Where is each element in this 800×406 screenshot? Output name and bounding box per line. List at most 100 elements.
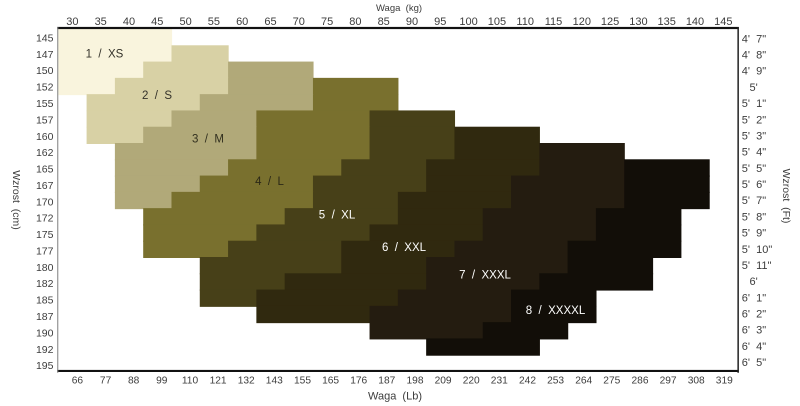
svg-text:Wzrost (cm): Wzrost (cm) <box>10 170 22 230</box>
svg-text:145: 145 <box>714 16 732 28</box>
svg-text:125: 125 <box>601 16 619 28</box>
svg-text:172: 172 <box>36 213 54 225</box>
svg-text:5' 9": 5' 9" <box>742 228 766 240</box>
svg-text:231: 231 <box>491 376 508 387</box>
svg-text:100: 100 <box>459 16 477 28</box>
svg-text:5' 2": 5' 2" <box>742 114 766 126</box>
svg-text:99: 99 <box>156 376 168 387</box>
svg-text:45: 45 <box>151 16 163 28</box>
svg-text:7 / XXXL: 7 / XXXL <box>459 270 511 282</box>
svg-text:115: 115 <box>545 16 563 28</box>
svg-text:162: 162 <box>36 147 54 159</box>
svg-text:1 / XS: 1 / XS <box>86 49 124 61</box>
svg-text:75: 75 <box>321 16 333 28</box>
svg-text:5': 5' <box>750 82 758 94</box>
svg-text:170: 170 <box>36 196 54 208</box>
svg-text:165: 165 <box>322 376 339 387</box>
svg-text:85: 85 <box>378 16 390 28</box>
svg-text:40: 40 <box>123 16 135 28</box>
svg-text:5' 8": 5' 8" <box>742 211 766 223</box>
svg-text:6' 2": 6' 2" <box>742 309 766 321</box>
svg-text:319: 319 <box>716 376 733 387</box>
svg-text:175: 175 <box>36 229 54 241</box>
svg-text:80: 80 <box>349 16 361 28</box>
svg-text:177: 177 <box>36 246 54 258</box>
svg-text:110: 110 <box>516 16 534 28</box>
svg-text:185: 185 <box>36 295 54 307</box>
svg-text:152: 152 <box>36 82 54 94</box>
svg-text:6 / XXL: 6 / XXL <box>382 242 427 254</box>
svg-text:182: 182 <box>36 278 54 290</box>
svg-text:209: 209 <box>435 376 452 387</box>
svg-text:160: 160 <box>36 131 54 143</box>
svg-text:192: 192 <box>36 344 54 356</box>
svg-text:50: 50 <box>179 16 191 28</box>
svg-text:66: 66 <box>72 376 84 387</box>
svg-text:180: 180 <box>36 262 54 274</box>
svg-text:70: 70 <box>293 16 305 28</box>
svg-text:Waga (kg): Waga (kg) <box>376 3 422 14</box>
svg-text:2 / S: 2 / S <box>142 90 172 102</box>
svg-text:143: 143 <box>266 376 283 387</box>
svg-text:165: 165 <box>36 164 54 176</box>
svg-text:155: 155 <box>36 98 54 110</box>
svg-text:132: 132 <box>238 376 255 387</box>
svg-text:95: 95 <box>434 16 446 28</box>
svg-text:77: 77 <box>100 376 112 387</box>
svg-text:275: 275 <box>603 376 620 387</box>
svg-text:35: 35 <box>95 16 107 28</box>
svg-text:Waga (Lb): Waga (Lb) <box>368 391 422 403</box>
svg-text:198: 198 <box>407 376 424 387</box>
svg-text:297: 297 <box>660 376 677 387</box>
svg-text:65: 65 <box>264 16 276 28</box>
svg-text:121: 121 <box>210 376 227 387</box>
svg-text:6' 1": 6' 1" <box>742 292 766 304</box>
svg-text:6' 3": 6' 3" <box>742 325 766 337</box>
svg-text:60: 60 <box>236 16 248 28</box>
svg-text:253: 253 <box>547 376 564 387</box>
svg-text:145: 145 <box>36 32 54 44</box>
svg-text:5' 11": 5' 11" <box>742 260 772 272</box>
svg-text:130: 130 <box>629 16 647 28</box>
svg-text:6' 5": 6' 5" <box>742 357 766 369</box>
svg-text:88: 88 <box>128 376 140 387</box>
svg-text:5' 7": 5' 7" <box>742 195 766 207</box>
svg-text:147: 147 <box>36 49 54 61</box>
svg-text:5 / XL: 5 / XL <box>319 210 356 222</box>
svg-text:220: 220 <box>463 376 480 387</box>
svg-text:308: 308 <box>688 376 705 387</box>
svg-text:4' 7": 4' 7" <box>742 33 766 45</box>
svg-text:4 / L: 4 / L <box>255 176 284 188</box>
svg-text:187: 187 <box>378 376 395 387</box>
svg-text:157: 157 <box>36 114 54 126</box>
svg-text:140: 140 <box>686 16 704 28</box>
svg-text:5' 4": 5' 4" <box>742 147 766 159</box>
svg-text:286: 286 <box>632 376 649 387</box>
svg-text:5' 3": 5' 3" <box>742 131 766 143</box>
svg-text:195: 195 <box>36 360 54 372</box>
svg-text:176: 176 <box>350 376 367 387</box>
svg-text:264: 264 <box>575 376 592 387</box>
svg-text:5' 6": 5' 6" <box>742 179 766 191</box>
svg-text:4' 9": 4' 9" <box>742 66 766 78</box>
svg-text:90: 90 <box>406 16 418 28</box>
svg-text:6' 4": 6' 4" <box>742 341 766 353</box>
svg-text:167: 167 <box>36 180 54 192</box>
svg-text:Wzrost (Ft): Wzrost (Ft) <box>780 169 792 224</box>
svg-text:30: 30 <box>66 16 78 28</box>
svg-text:6': 6' <box>750 276 758 288</box>
svg-text:5' 1": 5' 1" <box>742 98 766 110</box>
svg-text:187: 187 <box>36 311 54 323</box>
svg-text:105: 105 <box>488 16 506 28</box>
svg-text:110: 110 <box>182 376 199 387</box>
svg-text:155: 155 <box>294 376 311 387</box>
svg-text:55: 55 <box>208 16 220 28</box>
svg-text:150: 150 <box>36 65 54 77</box>
svg-text:3 / M: 3 / M <box>192 134 224 146</box>
svg-text:242: 242 <box>519 376 536 387</box>
svg-text:190: 190 <box>36 327 54 339</box>
svg-text:120: 120 <box>573 16 591 28</box>
svg-text:8 / XXXXL: 8 / XXXXL <box>526 305 586 317</box>
svg-text:4' 8": 4' 8" <box>742 50 766 62</box>
svg-text:5' 10": 5' 10" <box>742 244 773 256</box>
